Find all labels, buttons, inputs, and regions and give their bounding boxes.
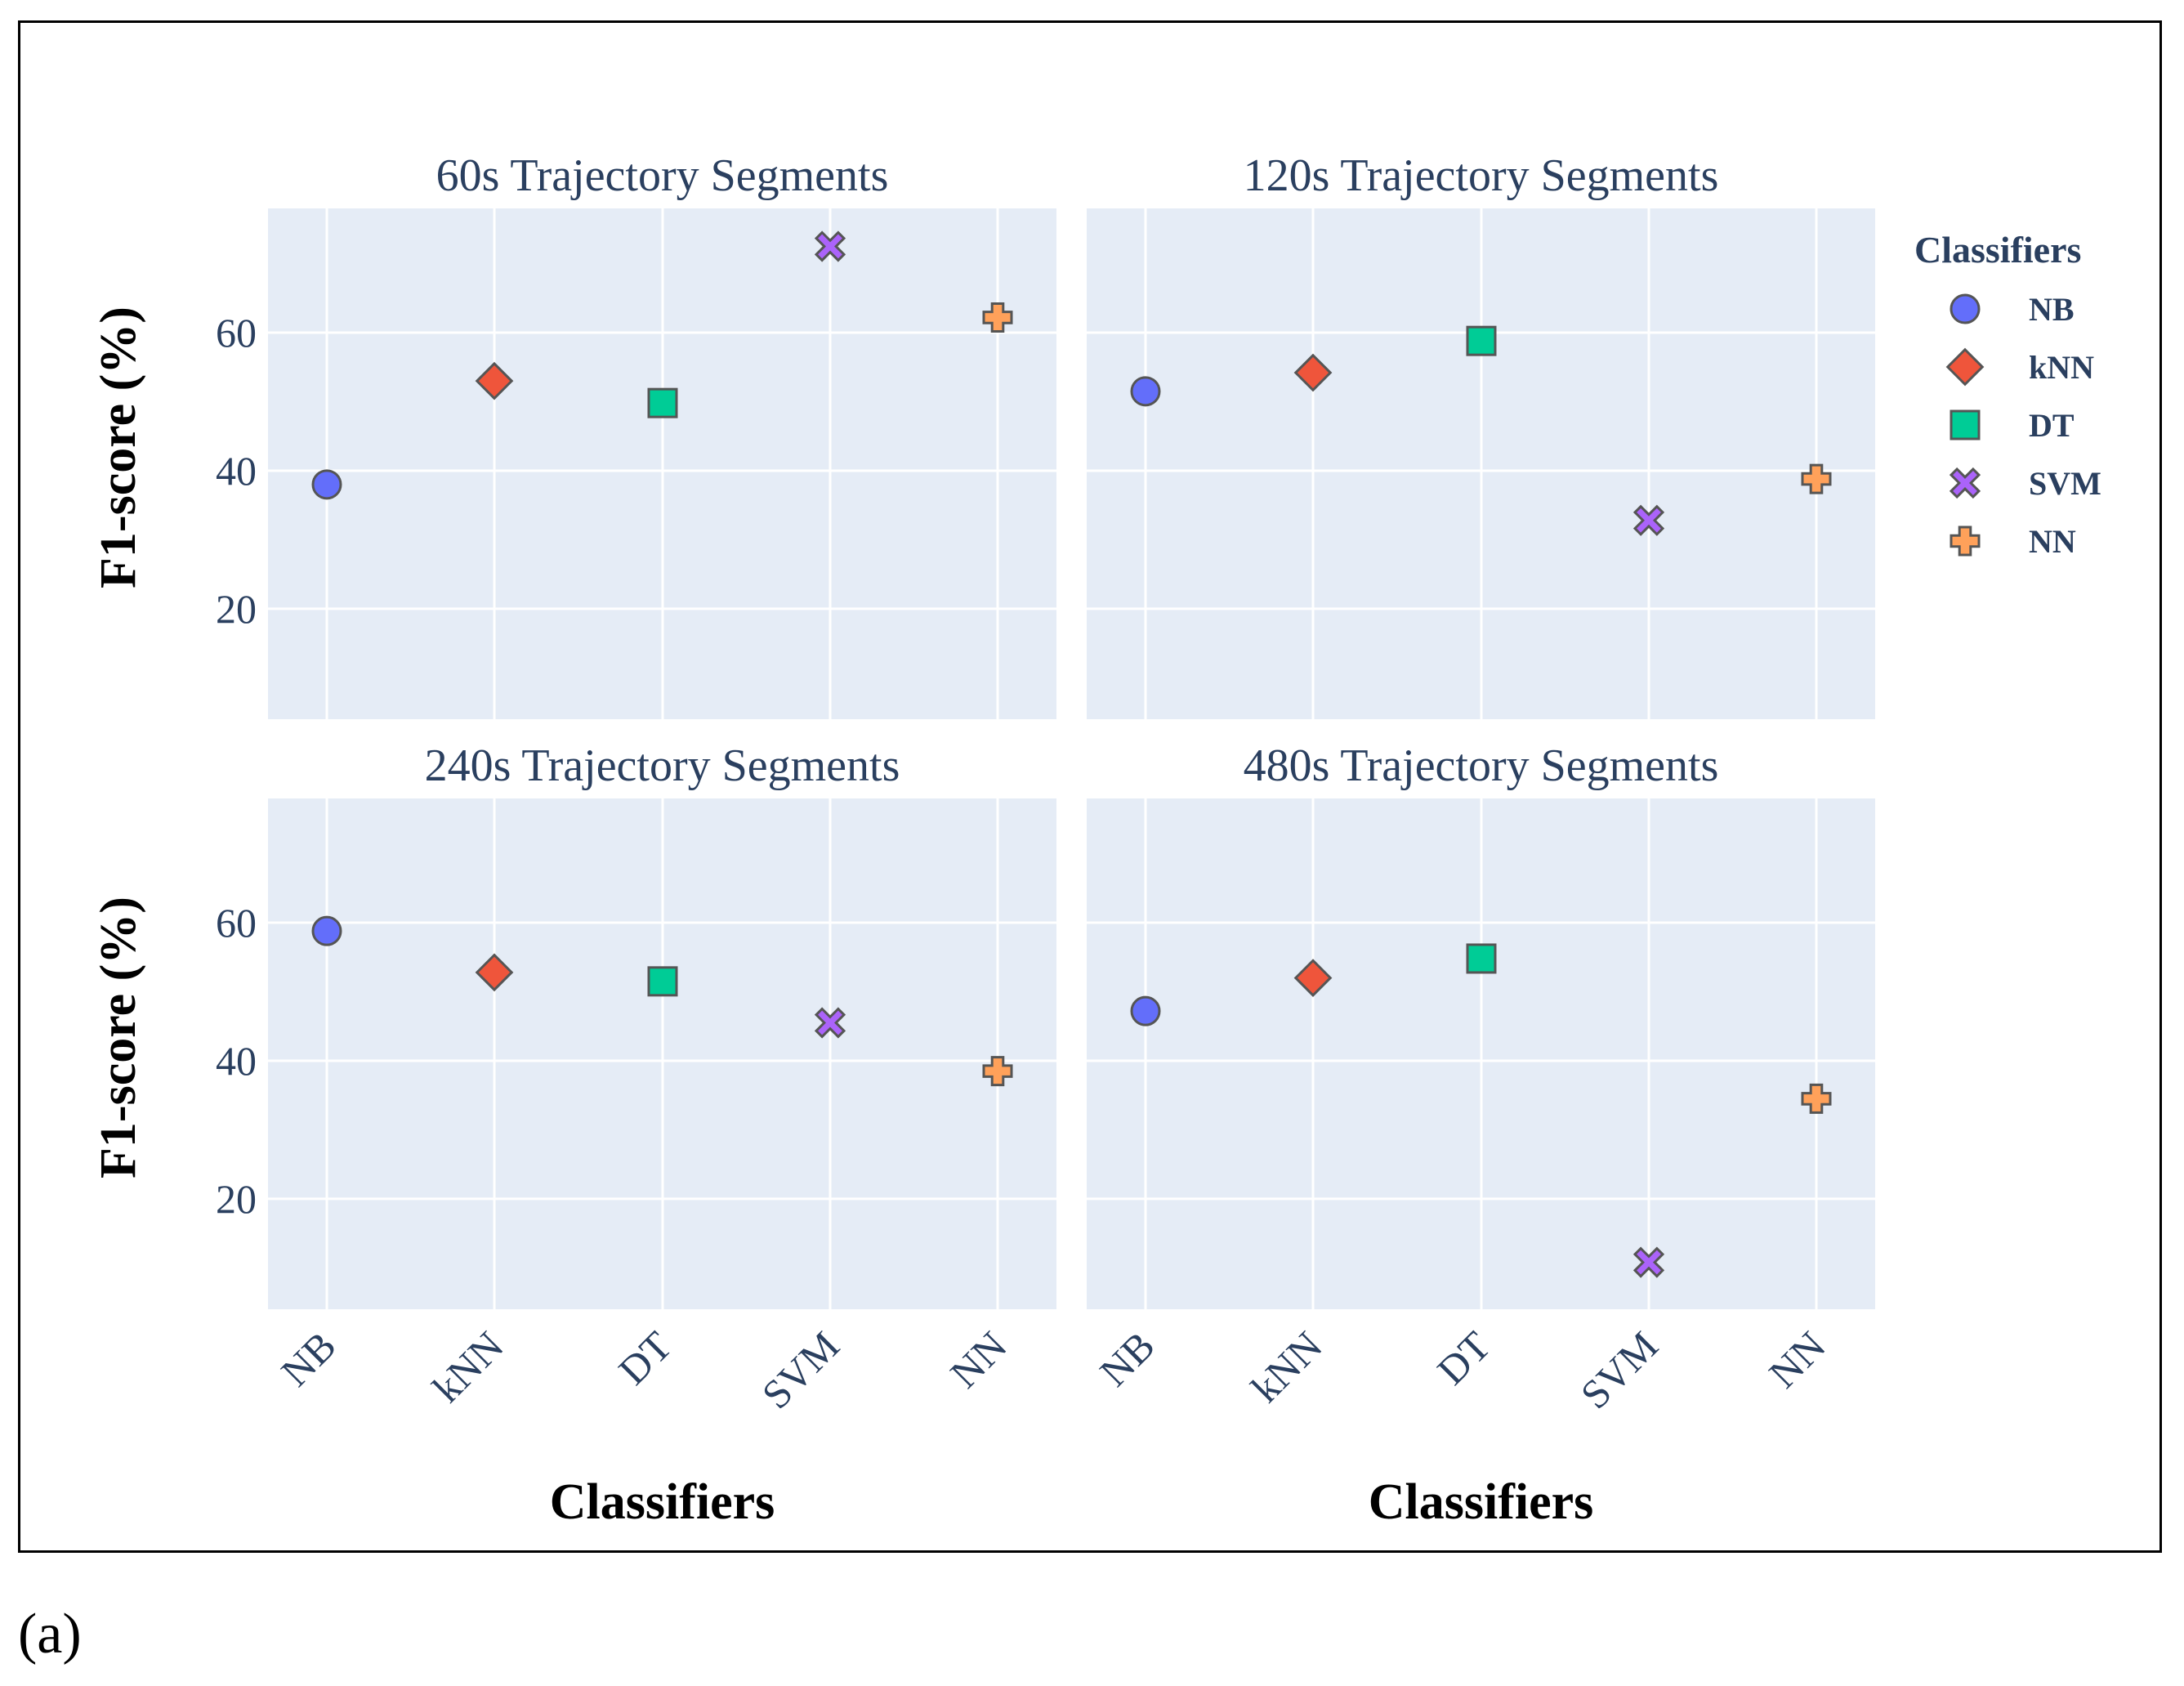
data-point-svm — [814, 1007, 846, 1039]
chart: 20 40 60 60s Trajectory Segments 120s Trajec… — [91, 150, 2101, 1530]
x-tick-label: SVM — [1572, 1322, 1667, 1417]
data-point-knn — [475, 953, 514, 992]
legend-title: Classifiers — [1914, 229, 2081, 271]
panel-title: 480s Trajectory Segments — [1244, 740, 1719, 791]
x-tick-label: DT — [610, 1322, 681, 1393]
x-tick-label: SVM — [753, 1322, 848, 1417]
x-tick-label: kNN — [423, 1322, 511, 1411]
data-point-svm — [1632, 504, 1665, 536]
y-tick-label: 60 — [216, 310, 257, 356]
data-point-nb — [1130, 995, 1161, 1026]
legend-marker-dt — [1950, 409, 1981, 441]
x-tick-label: NB — [272, 1322, 345, 1395]
legend-label: SVM — [2029, 465, 2101, 502]
legend-marker-svm — [1949, 467, 1981, 499]
legend-label: DT — [2029, 407, 2075, 444]
data-point-nn — [982, 302, 1013, 333]
x-tick-label: DT — [1428, 1322, 1499, 1393]
panel-title: 60s Trajectory Segments — [436, 150, 889, 201]
data-point-nb — [1130, 376, 1161, 407]
y-axis-title: F1-score (%) — [91, 897, 146, 1178]
x-axis-title: Classifiers — [550, 1474, 775, 1530]
data-point-svm — [814, 230, 846, 262]
x-axis-title: Classifiers — [1369, 1474, 1594, 1530]
data-point-dt — [647, 966, 678, 997]
x-tick-label: NB — [1091, 1322, 1163, 1395]
data-point-dt — [1466, 943, 1497, 974]
y-tick-label: 40 — [216, 1038, 257, 1084]
data-point-nn — [1801, 1083, 1832, 1114]
data-point-knn — [1293, 353, 1333, 392]
data-point-knn — [475, 361, 514, 400]
legend-label: NB — [2029, 291, 2075, 328]
x-tick-label: kNN — [1242, 1322, 1330, 1411]
panel-caption: (a) — [18, 1603, 82, 1666]
data-point-knn — [1293, 959, 1333, 997]
data-point-dt — [647, 387, 678, 418]
y-tick-label: 40 — [216, 448, 257, 494]
x-tick-label: NN — [1760, 1322, 1834, 1397]
panel-title: 240s Trajectory Segments — [425, 740, 900, 791]
data-point-nb — [311, 469, 342, 500]
figure-frame: 20 40 60 60s Trajectory Segments 120s Trajec… — [18, 20, 2162, 1553]
y-axis-title: F1-score (%) — [91, 306, 146, 588]
data-point-nb — [311, 915, 342, 946]
legend-label: kNN — [2029, 349, 2094, 386]
y-tick-label: 60 — [216, 900, 257, 946]
legend-marker-knn — [1945, 347, 1985, 387]
data-point-nn — [1801, 463, 1832, 494]
legend-label: NN — [2029, 523, 2076, 560]
legend-marker-nb — [1950, 293, 1981, 324]
data-point-nn — [982, 1056, 1013, 1087]
x-tick-label: NN — [941, 1322, 1016, 1397]
data-point-svm — [1632, 1246, 1665, 1278]
legend-marker-nn — [1950, 525, 1981, 557]
y-tick-label: 20 — [216, 1176, 257, 1222]
panel-title: 120s Trajectory Segments — [1244, 150, 1719, 201]
data-point-dt — [1466, 325, 1497, 356]
y-tick-label: 20 — [216, 586, 257, 632]
